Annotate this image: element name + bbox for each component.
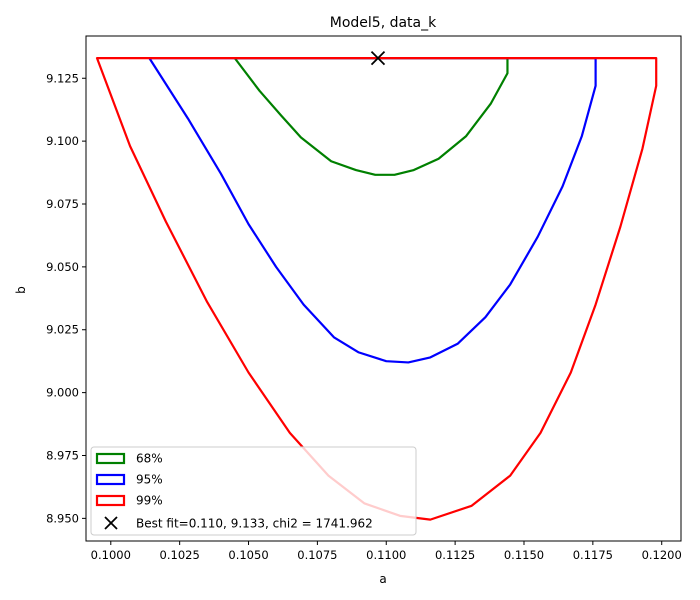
chart-title: Model5, data_k: [330, 15, 437, 31]
legend-label: 68%: [136, 452, 163, 466]
y-tick-label: 8.975: [46, 448, 79, 462]
y-tick-label: 9.075: [46, 197, 79, 211]
plot-area: [85, 35, 682, 542]
legend-entry: 95%: [95, 473, 163, 487]
legend-box: [90, 446, 417, 536]
legend-label: 99%: [136, 494, 163, 508]
x-tick-label: 0.1000: [91, 548, 131, 562]
legend-entry: 99%: [95, 494, 163, 508]
contour-99pct: [95, 57, 658, 521]
x-tick-label: 0.1050: [228, 548, 268, 562]
y-tick-label: 9.050: [46, 260, 79, 274]
x-tick-label: 0.1200: [642, 548, 682, 562]
best-fit-marker: [370, 50, 386, 66]
x-tick-label: 0.1025: [160, 548, 200, 562]
x-tick-label: 0.1125: [435, 548, 475, 562]
y-axis: 8.950 8.975 9.000 9.025 9.050 9.075 9.100 9.125: [46, 71, 86, 525]
y-tick-label: 9.000: [46, 386, 79, 400]
y-tick-label: 9.125: [46, 71, 79, 85]
legend-entry: 68%: [95, 452, 163, 466]
legend-swatch: [95, 494, 126, 507]
legend-best-fit-label: Best fit=0.110, 9.133, chi2 = 1741.962: [136, 517, 373, 531]
x-axis-label: a: [379, 572, 386, 586]
legend-entry-best-fit: Best fit=0.110, 9.133, chi2 = 1741.962: [104, 516, 373, 531]
legend-swatch: [95, 473, 126, 486]
contour-95pct: [148, 57, 597, 364]
contour-68pct: [233, 57, 509, 176]
y-tick-label: 9.025: [46, 323, 79, 337]
x-tick-label: 0.1175: [573, 548, 613, 562]
x-tick-label: 0.1100: [366, 548, 406, 562]
y-axis-label: b: [14, 286, 28, 294]
x-tick-label: 0.1150: [504, 548, 544, 562]
legend-swatch: [95, 452, 126, 465]
x-axis: 0.1000 0.1025 0.1050 0.1075 0.1100 0.1125 0.11…: [91, 541, 682, 562]
y-tick-label: 9.100: [46, 134, 79, 148]
legend-label: 95%: [136, 473, 163, 487]
y-tick-label: 8.950: [46, 511, 79, 525]
plot-frame: [85, 35, 682, 542]
legend: 68% 95% 99% Best fit=0.110, 9.133, chi2 = 1…: [90, 446, 417, 536]
x-tick-label: 0.1075: [297, 548, 337, 562]
